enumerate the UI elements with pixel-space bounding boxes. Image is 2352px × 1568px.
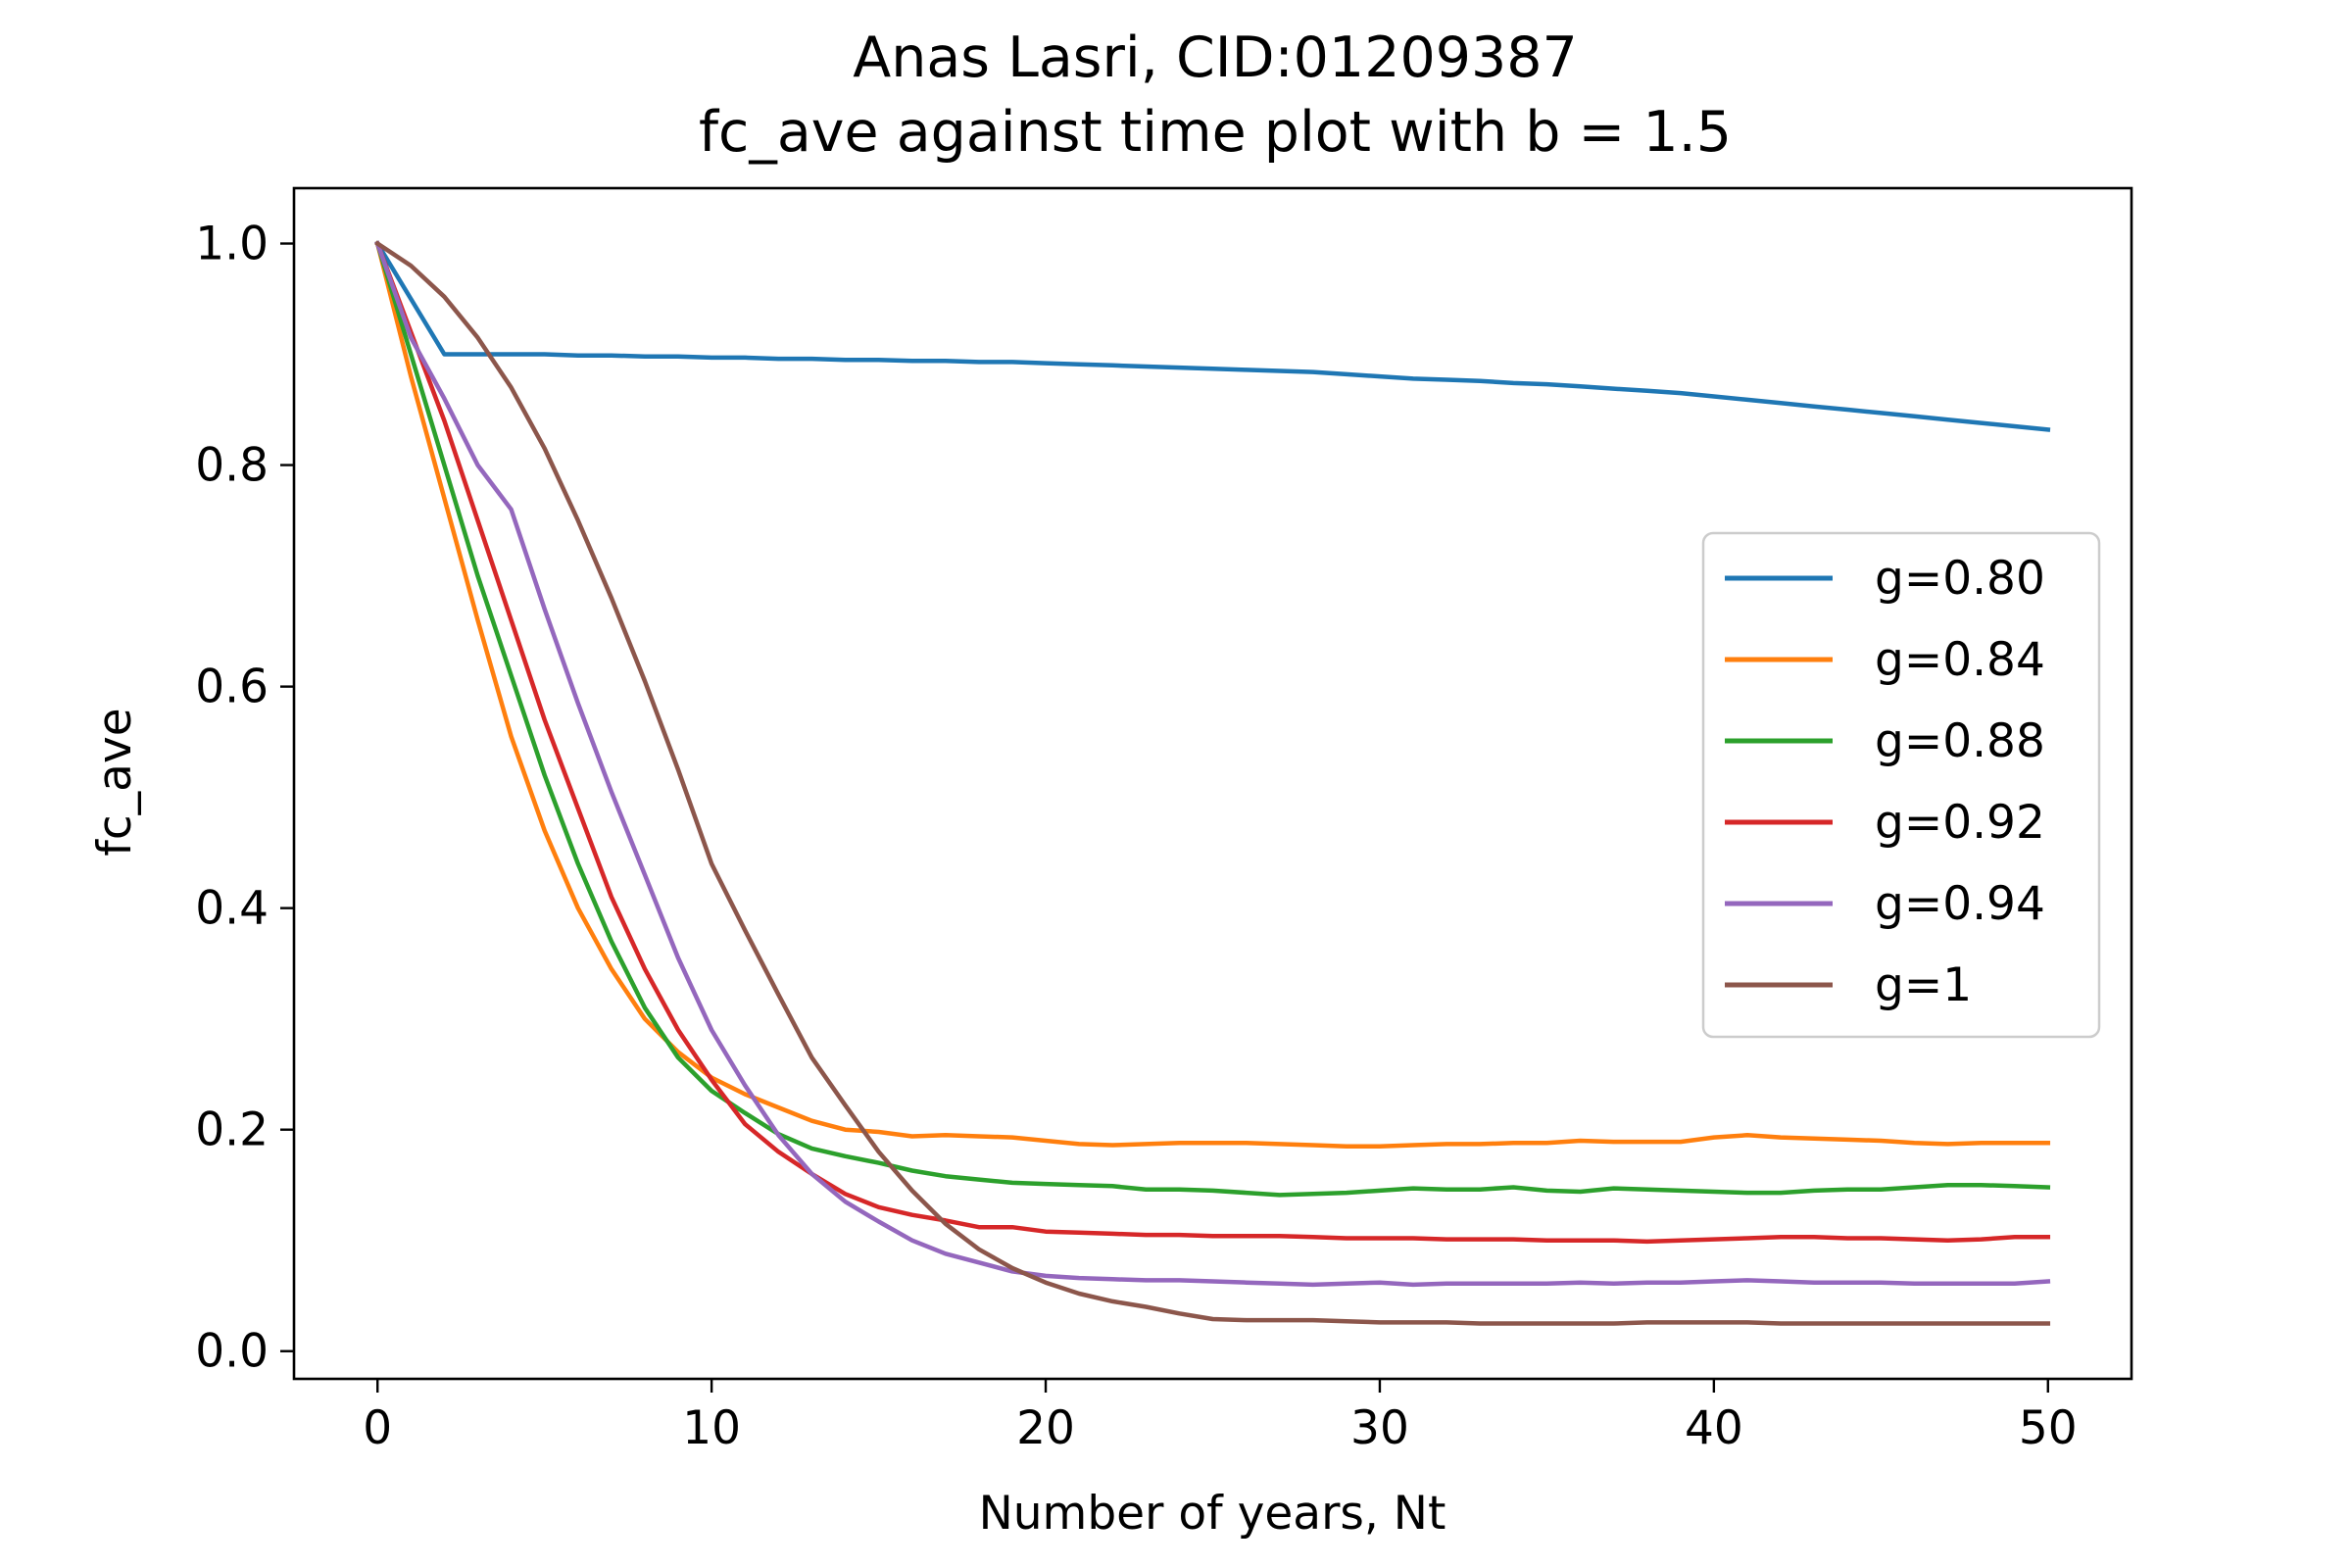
legend-label: g=1 — [1875, 958, 1972, 1012]
x-tick-label: 30 — [1350, 1401, 1409, 1455]
y-tick-label: 0.4 — [195, 882, 269, 936]
x-axis-ticks: 0 10 20 30 40 50 — [363, 1379, 2078, 1455]
series-line-5 — [374, 240, 2051, 1326]
chart-subtitle: fc_ave against time plot with b = 1.5 — [699, 100, 1732, 165]
y-tick-label: 0.8 — [195, 439, 269, 493]
series-line-1 — [374, 240, 2051, 1149]
x-axis-label: Number of years, Nt — [979, 1487, 1446, 1541]
series-line-3 — [374, 240, 2051, 1245]
x-tick-label: 50 — [2019, 1401, 2078, 1455]
y-tick-label: 0.2 — [195, 1103, 269, 1157]
legend-label: g=0.80 — [1875, 552, 2045, 606]
legend-label: g=0.94 — [1875, 877, 2045, 931]
x-tick-label: 40 — [1685, 1401, 1743, 1455]
legend-label: g=0.92 — [1875, 796, 2045, 850]
x-tick-label: 10 — [682, 1401, 741, 1455]
series-line-2 — [374, 240, 2051, 1198]
legend-label: g=0.84 — [1875, 633, 2045, 687]
x-tick-label: 20 — [1016, 1401, 1075, 1455]
y-axis-label: fc_ave — [88, 708, 142, 856]
y-tick-label: 0.0 — [195, 1325, 269, 1379]
y-tick-label: 1.0 — [195, 218, 269, 271]
series-line-0 — [374, 240, 2051, 432]
plot-frame — [292, 186, 2133, 1381]
series-line-4 — [374, 240, 2051, 1288]
y-axis-ticks: 0.0 0.2 0.4 0.6 0.8 1.0 — [195, 218, 294, 1379]
x-tick-label: 0 — [363, 1401, 392, 1455]
legend-label: g=0.88 — [1875, 714, 2045, 768]
chart-title: Anas Lasri, CID:01209387 — [853, 25, 1578, 90]
plot-lines — [374, 240, 2051, 1326]
y-tick-label: 0.6 — [195, 661, 269, 714]
legend: g=0.80 g=0.84 g=0.88 g=0.92 g=0.94 g=1 — [1701, 531, 2101, 1039]
